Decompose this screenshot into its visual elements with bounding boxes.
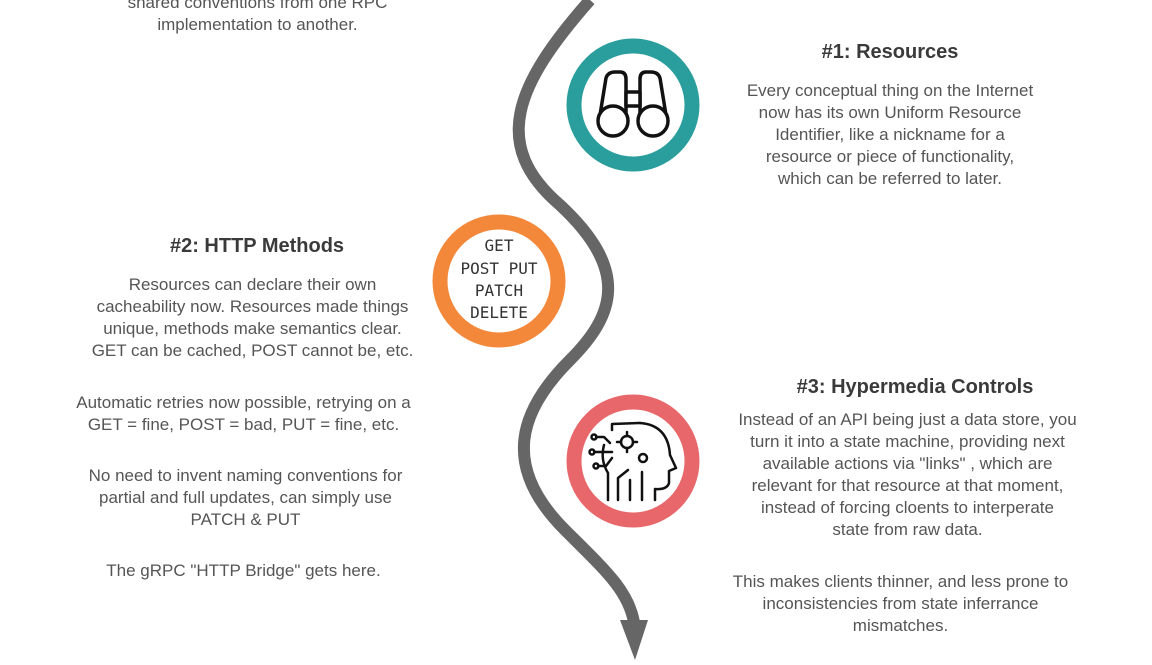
text-line: turn it into a state machine, providing …: [750, 432, 1065, 451]
intro-line: shared conventions from one RPC: [127, 0, 388, 12]
http-methods-icon: GET POST PUT PATCH DELETE: [460, 236, 537, 322]
text-line: which can be referred to later.: [778, 169, 1002, 188]
ai-head-gears-icon: [588, 421, 678, 502]
text-line: instead of forcing cloents to interperat…: [761, 498, 1054, 517]
text-line: Instead of an API being just a data stor…: [738, 410, 1077, 429]
text-line: available actions via "links" , which ar…: [762, 454, 1053, 473]
text-line: No need to invent naming conventions for: [88, 466, 403, 485]
text-line: Automatic retries now possible, retrying…: [76, 393, 411, 412]
intro-line: implementation to another.: [157, 15, 358, 34]
step-3-paragraph-2: This makes clients thinner, and less pro…: [703, 571, 1098, 637]
intro-text: shared conventions from one RPC implemen…: [60, 0, 455, 36]
text-line: state from raw data.: [832, 520, 983, 539]
step-2-paragraph-4: The gRPC "HTTP Bridge" gets here.: [46, 560, 441, 582]
winding-path: [512, 0, 640, 624]
text-line: PATCH & PUT: [190, 510, 301, 529]
text-line: cacheability now. Resources made things: [96, 297, 409, 316]
step-2-paragraph-2: Automatic retries now possible, retrying…: [46, 392, 441, 436]
text-line: mismatches.: [852, 616, 949, 635]
text-line: The gRPC "HTTP Bridge" gets here.: [106, 561, 381, 580]
step-1-title: #1: Resources: [821, 41, 959, 63]
step-3-paragraph-1: Instead of an API being just a data stor…: [710, 409, 1105, 541]
text-line: unique, methods make semantics clear.: [103, 319, 402, 338]
text-line: GET = fine, POST = bad, PUT = fine, etc.: [87, 415, 400, 434]
text-line: inconsistencies from state inferrance: [762, 594, 1039, 613]
text-line: partial and full updates, can simply use: [99, 488, 392, 507]
step-1-description: Every conceptual thing on the Internet n…: [705, 80, 1075, 190]
text-line: relevant for that resource at that momen…: [751, 476, 1064, 495]
method-patch: PATCH: [475, 281, 523, 300]
step-3-title: #3: Hypermedia Controls: [796, 376, 1034, 398]
text-line: Identifier, like a nickname for a: [775, 125, 1005, 144]
text-line: resource or piece of functionality,: [765, 147, 1015, 166]
step-1-badge: [566, 38, 700, 172]
path-arrowhead: [620, 620, 648, 660]
step-2-badge: GET POST PUT PATCH DELETE: [432, 214, 566, 348]
text-line: Resources can declare their own: [128, 275, 377, 294]
method-post-put: POST PUT: [460, 259, 537, 278]
step-2-title: #2: HTTP Methods: [169, 235, 345, 257]
step-2-paragraph-3: No need to invent naming conventions for…: [48, 465, 443, 531]
binoculars-icon: [596, 70, 670, 138]
text-line: GET can be cached, POST cannot be, etc.: [91, 341, 414, 360]
method-delete: DELETE: [470, 303, 528, 322]
step-3-badge: [566, 394, 700, 528]
text-line: now has its own Uniform Resource: [758, 103, 1022, 122]
step-2-paragraph-1: Resources can declare their own cacheabi…: [55, 274, 450, 362]
method-get: GET: [485, 236, 514, 255]
text-line: Every conceptual thing on the Internet: [746, 81, 1034, 100]
text-line: This makes clients thinner, and less pro…: [732, 572, 1069, 591]
